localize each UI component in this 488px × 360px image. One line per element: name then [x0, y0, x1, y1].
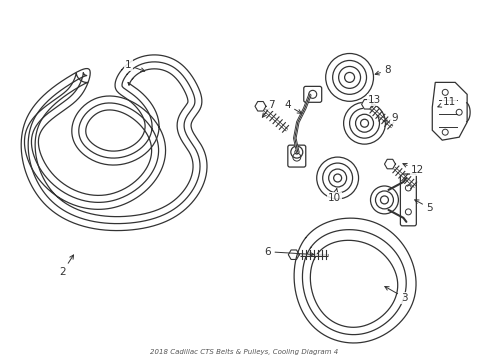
Text: 13: 13	[367, 95, 380, 107]
Text: 2: 2	[59, 255, 73, 276]
Text: 9: 9	[383, 113, 397, 123]
Text: 7: 7	[262, 100, 275, 117]
Text: 1: 1	[125, 60, 144, 72]
Polygon shape	[288, 250, 299, 260]
Text: 4: 4	[284, 100, 301, 113]
Polygon shape	[384, 159, 395, 169]
Text: 3: 3	[384, 287, 407, 302]
Text: 2018 Cadillac CTS Belts & Pulleys, Cooling Diagram 4: 2018 Cadillac CTS Belts & Pulleys, Cooli…	[149, 349, 337, 355]
Text: 10: 10	[327, 189, 341, 203]
Polygon shape	[361, 99, 372, 109]
Text: 11: 11	[437, 97, 455, 107]
Text: 12: 12	[402, 163, 423, 175]
Text: 8: 8	[374, 66, 390, 76]
Text: 5: 5	[414, 200, 432, 213]
Text: 6: 6	[264, 247, 313, 257]
Polygon shape	[254, 102, 265, 111]
